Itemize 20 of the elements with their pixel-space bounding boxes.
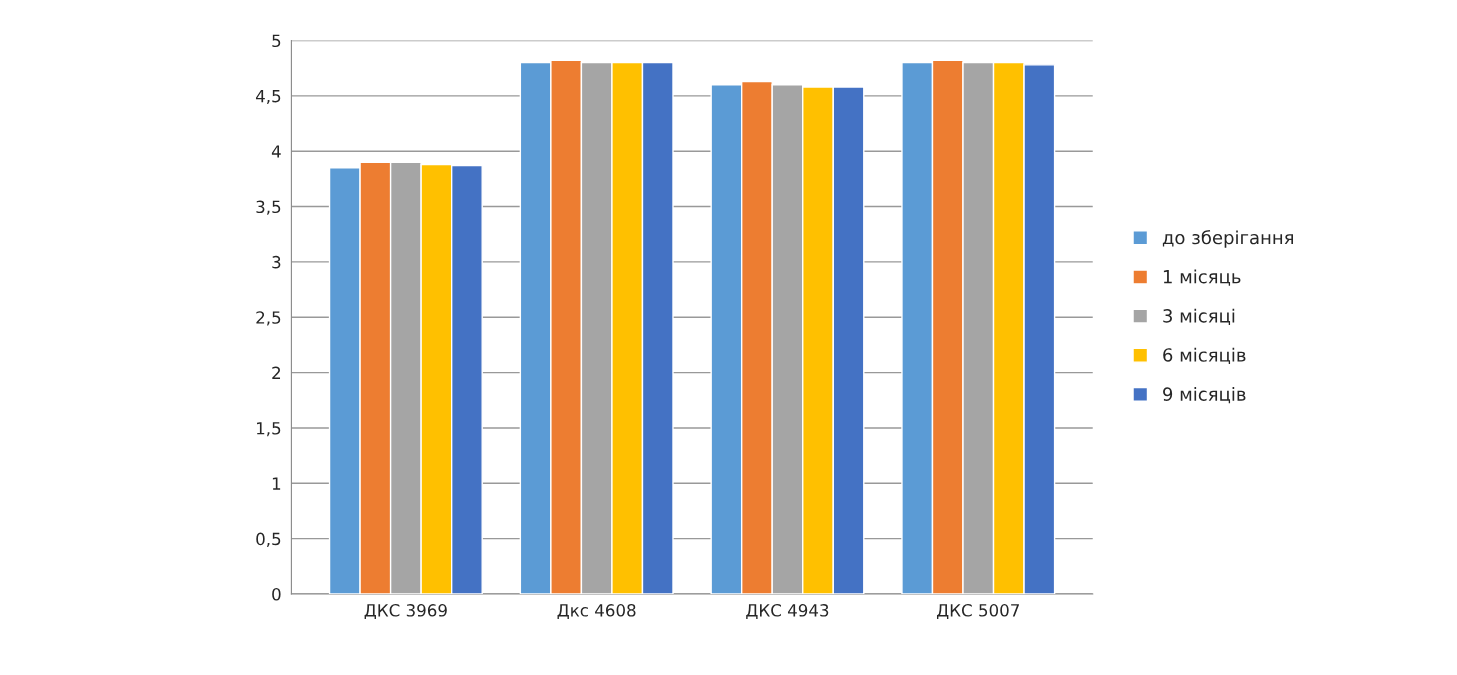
x-tick-label: ДКС 5007 xyxy=(936,604,1019,619)
y-tick-label: 3,5 xyxy=(256,200,281,215)
x-tick-label: Дкс 4608 xyxy=(557,604,636,619)
y-tick-label: 3 xyxy=(272,255,281,269)
legend-label: 6 місяців xyxy=(1163,347,1246,365)
y-tick-label: 2 xyxy=(272,366,281,379)
y-tick-label: 4,5 xyxy=(255,90,281,105)
y-tick-label: 4 xyxy=(271,145,281,158)
y-tick-label: 1 xyxy=(272,477,281,490)
x-tick-label: ДКС 3969 xyxy=(364,604,447,619)
legend-label: 3 місяці xyxy=(1163,308,1235,325)
y-tick-label: 0,5 xyxy=(256,532,281,547)
y-tick-label: 5 xyxy=(272,34,281,48)
y-tick-label: 1,5 xyxy=(257,422,281,437)
x-tick-label: ДКС 4943 xyxy=(746,604,829,619)
legend-label: 9 місяців xyxy=(1163,386,1246,404)
legend-label: 1 місяць xyxy=(1163,269,1241,286)
y-tick-label: 0 xyxy=(272,587,281,601)
y-tick-label: 2,5 xyxy=(256,311,281,326)
legend-label: до зберігання xyxy=(1162,230,1294,248)
